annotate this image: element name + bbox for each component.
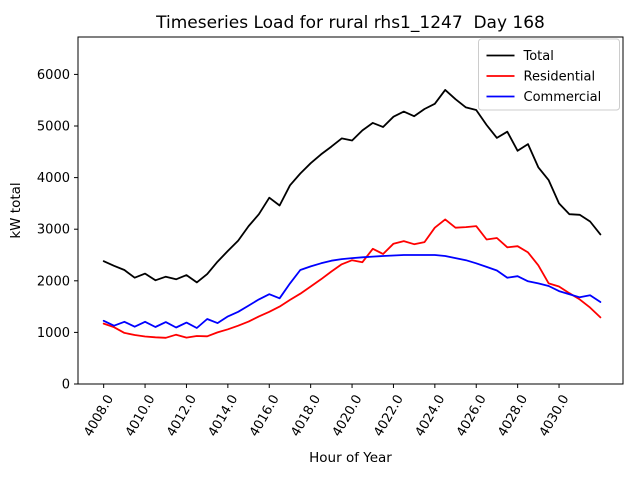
y-axis-tick-label: 4000	[37, 171, 70, 186]
series-commercial-line	[102, 254, 602, 329]
plot-area-border	[77, 36, 624, 385]
y-axis-label: kW total	[8, 182, 24, 238]
legend-box	[478, 38, 620, 111]
chart-title: Timeseries Load for rural rhs1_1247 Day …	[155, 13, 545, 33]
y-axis-tick-label: 6000	[37, 68, 70, 83]
y-axis-tick-label: 3000	[37, 223, 70, 238]
y-axis-tick-label: 5000	[37, 120, 70, 135]
legend-total-label: Total	[523, 49, 554, 64]
x-axis-label: Hour of Year	[309, 450, 392, 466]
legend-commercial-label: Commercial	[524, 90, 602, 105]
y-axis-tick-label: 1000	[37, 326, 70, 341]
legend-residential-label: Residential	[524, 70, 596, 85]
y-axis-tick-label: 0	[62, 378, 70, 393]
series-total-line	[102, 89, 602, 284]
y-axis-tick-label: 2000	[37, 274, 70, 289]
series-residential-line	[102, 218, 602, 339]
legend: Total Residential Commercial	[478, 38, 620, 111]
